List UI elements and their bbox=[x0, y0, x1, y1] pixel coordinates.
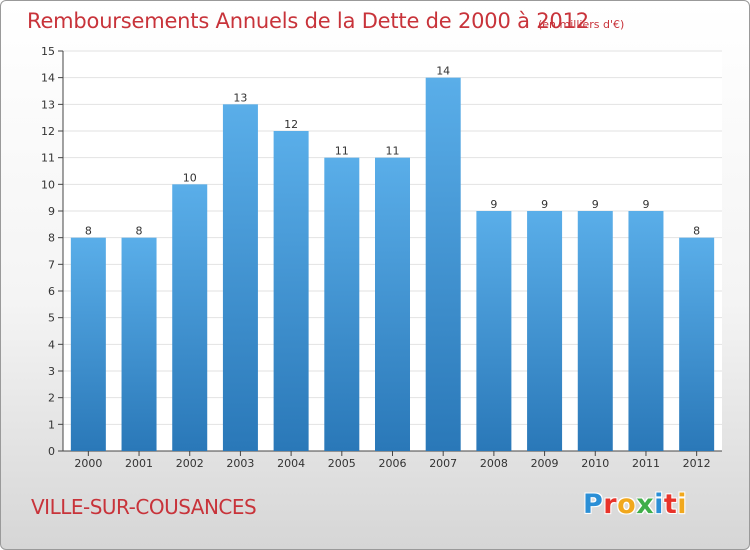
logo-letter: i bbox=[677, 489, 688, 520]
y-tick-label: 2 bbox=[48, 392, 55, 405]
bar bbox=[121, 237, 157, 451]
data-label: 8 bbox=[693, 225, 700, 238]
x-tick-label: 2006 bbox=[379, 457, 407, 470]
x-tick-label: 2009 bbox=[531, 457, 559, 470]
bar bbox=[70, 237, 106, 451]
bar bbox=[577, 211, 613, 451]
x-tick-label: 2007 bbox=[429, 457, 457, 470]
x-tick-label: 2011 bbox=[632, 457, 660, 470]
y-tick-label: 11 bbox=[41, 152, 55, 165]
proxiti-logo: Proxiti bbox=[583, 489, 687, 520]
x-tick-label: 2002 bbox=[176, 457, 204, 470]
y-tick-label: 3 bbox=[48, 365, 55, 378]
bar bbox=[375, 157, 410, 451]
y-tick-label: 4 bbox=[48, 338, 55, 351]
bar bbox=[476, 211, 512, 451]
logo-letter: r bbox=[603, 489, 618, 520]
logo-letter: t bbox=[663, 489, 678, 520]
y-tick-label: 8 bbox=[48, 232, 55, 245]
data-label: 11 bbox=[335, 145, 349, 158]
data-label: 8 bbox=[85, 225, 92, 238]
data-label: 12 bbox=[284, 118, 298, 131]
chart-subtitle: (en milliers d'€) bbox=[538, 18, 625, 31]
bar bbox=[628, 211, 664, 451]
bar bbox=[425, 77, 461, 452]
data-label: 9 bbox=[592, 198, 599, 211]
y-tick-label: 14 bbox=[41, 72, 55, 85]
y-tick-label: 13 bbox=[41, 98, 55, 111]
y-tick-label: 12 bbox=[41, 125, 55, 138]
bar bbox=[273, 131, 309, 451]
location-name: VILLE-SUR-COUSANCES bbox=[31, 495, 257, 519]
x-tick-label: 2005 bbox=[328, 457, 356, 470]
logo-letter: o bbox=[617, 489, 637, 520]
data-label: 14 bbox=[436, 65, 450, 78]
y-tick-label: 5 bbox=[48, 312, 55, 325]
logo-letter: P bbox=[583, 489, 604, 520]
y-tick-label: 7 bbox=[48, 258, 55, 271]
bar bbox=[222, 104, 258, 451]
data-label: 11 bbox=[386, 145, 400, 158]
y-tick-label: 15 bbox=[41, 45, 55, 58]
y-tick-label: 0 bbox=[48, 445, 55, 458]
data-label: 13 bbox=[233, 91, 247, 104]
logo-letter: i bbox=[654, 489, 664, 520]
x-tick-label: 2003 bbox=[226, 457, 254, 470]
chart-title: Remboursements Annuels de la Dette de 20… bbox=[27, 9, 589, 33]
data-label: 9 bbox=[541, 198, 548, 211]
bar bbox=[172, 184, 208, 452]
x-tick-label: 2010 bbox=[581, 457, 609, 470]
data-label: 9 bbox=[490, 198, 497, 211]
bar bbox=[527, 211, 563, 451]
data-label: 9 bbox=[642, 198, 649, 211]
logo-letter: x bbox=[636, 489, 655, 520]
data-label: 8 bbox=[136, 225, 143, 238]
x-tick-label: 2001 bbox=[125, 457, 153, 470]
y-tick-label: 1 bbox=[48, 418, 55, 431]
y-tick-label: 10 bbox=[41, 178, 55, 191]
x-tick-label: 2008 bbox=[480, 457, 508, 470]
x-tick-label: 2000 bbox=[74, 457, 102, 470]
x-tick-label: 2004 bbox=[277, 457, 305, 470]
data-label: 10 bbox=[183, 171, 197, 184]
bar bbox=[324, 157, 360, 451]
bar bbox=[679, 237, 715, 451]
y-tick-label: 6 bbox=[48, 285, 55, 298]
y-tick-label: 9 bbox=[48, 205, 55, 218]
x-tick-label: 2012 bbox=[683, 457, 711, 470]
